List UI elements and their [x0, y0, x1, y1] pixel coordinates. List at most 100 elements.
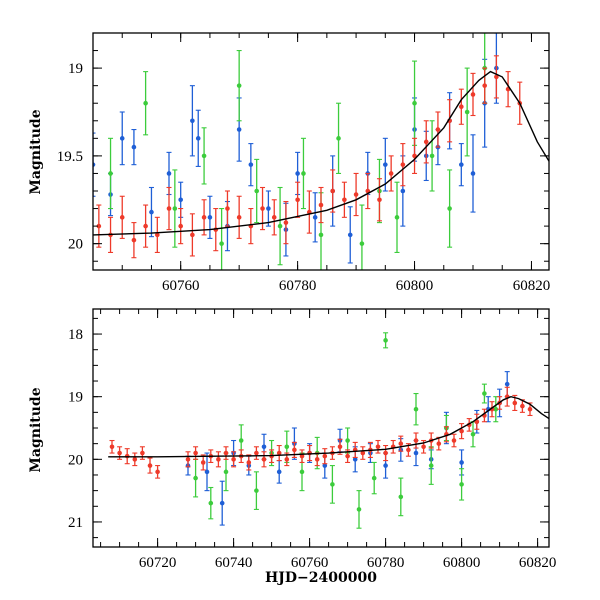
- data-point: [254, 188, 259, 194]
- data-point: [383, 162, 388, 167]
- data-point: [295, 171, 300, 176]
- data-point: [459, 428, 464, 434]
- data-point: [482, 83, 487, 88]
- data-point: [356, 507, 362, 512]
- data-point: [412, 100, 417, 106]
- data-point: [208, 500, 214, 506]
- data-point: [375, 444, 381, 450]
- data-point: [429, 153, 435, 159]
- bottom-panel: Magnitude HJD−2400000 60720 60740 60760 607…: [28, 308, 556, 586]
- data-point: [190, 118, 195, 124]
- data-point: [436, 441, 442, 446]
- data-point: [185, 457, 191, 462]
- data-point: [470, 92, 476, 97]
- data-point: [347, 232, 353, 238]
- data-point: [195, 136, 201, 141]
- data-point: [451, 438, 457, 443]
- x-tick-label: 60820: [513, 278, 551, 294]
- data-point: [353, 192, 359, 197]
- series-1: [193, 332, 499, 529]
- top-panel: Magnitude 60760 60780 60800 60820 19 19.5 20: [28, 32, 551, 294]
- data-point: [219, 241, 224, 246]
- y-tick-label: 20: [68, 237, 83, 253]
- data-point: [119, 136, 125, 141]
- data-point: [271, 215, 277, 220]
- data-point: [238, 438, 244, 443]
- data-point: [108, 171, 113, 176]
- data-point: [400, 188, 406, 194]
- data-point: [207, 215, 213, 220]
- data-point: [236, 127, 242, 132]
- data-point: [413, 450, 419, 456]
- y-tick-label: 21: [68, 515, 83, 531]
- data-point: [140, 450, 145, 456]
- series-2: [96, 55, 523, 259]
- data-point: [383, 463, 388, 468]
- data-point: [276, 469, 282, 475]
- data-point: [225, 206, 230, 211]
- data-point: [147, 463, 153, 468]
- data-point: [201, 153, 207, 159]
- data-point: [428, 463, 434, 468]
- data-point: [193, 475, 198, 481]
- data-point: [223, 469, 229, 475]
- data-point: [371, 475, 377, 481]
- data-point: [277, 223, 283, 229]
- data-point: [330, 188, 335, 194]
- data-point: [248, 162, 254, 167]
- data-point: [504, 381, 510, 387]
- data-point: [352, 457, 358, 462]
- data-point: [459, 482, 464, 487]
- data-point: [231, 457, 236, 462]
- data-point: [119, 215, 125, 220]
- data-point: [318, 202, 324, 208]
- data-point: [284, 444, 290, 450]
- data-point: [131, 237, 137, 243]
- data-point: [223, 450, 229, 456]
- plot-area: [108, 332, 549, 529]
- data-point: [459, 162, 464, 167]
- data-point: [459, 460, 464, 465]
- data-point: [193, 450, 198, 456]
- data-point: [318, 232, 324, 238]
- data-point: [216, 457, 221, 462]
- x-tick-label: 60780: [367, 555, 405, 571]
- data-point: [261, 457, 267, 462]
- data-point: [435, 127, 441, 132]
- data-point: [266, 206, 271, 211]
- data-point: [322, 453, 328, 459]
- data-point: [155, 232, 160, 238]
- data-point: [314, 457, 320, 462]
- data-point: [312, 215, 318, 220]
- data-point: [398, 494, 404, 500]
- model-curve: [108, 395, 549, 458]
- x-tick-label: 60780: [279, 278, 317, 294]
- data-point: [360, 450, 366, 456]
- y-tick-label: 19: [68, 61, 83, 77]
- data-point: [337, 444, 343, 450]
- data-point: [470, 171, 476, 176]
- data-point: [299, 453, 305, 459]
- data-point: [143, 100, 148, 106]
- data-point: [394, 215, 400, 220]
- x-tick-label: 60800: [443, 555, 481, 571]
- data-point: [527, 406, 533, 412]
- model-curve: [93, 70, 549, 236]
- data-point: [470, 431, 476, 437]
- data-point: [301, 171, 306, 176]
- data-point: [345, 438, 350, 443]
- data-point: [276, 450, 282, 456]
- data-point: [459, 104, 464, 110]
- x-tick-label: 60800: [396, 278, 434, 294]
- series-0: [93, 33, 499, 264]
- data-point: [330, 482, 335, 487]
- data-point: [377, 197, 382, 203]
- x-tick-label: 60760: [291, 555, 329, 571]
- y-tick-label: 20: [68, 452, 83, 468]
- data-point: [482, 391, 487, 396]
- data-point: [520, 403, 525, 409]
- data-point: [200, 460, 206, 465]
- data-point: [201, 215, 207, 220]
